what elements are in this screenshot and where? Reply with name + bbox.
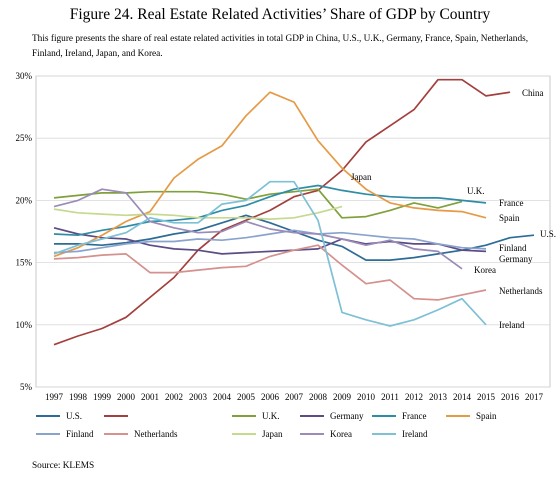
x-tick-label: 2007 [285,392,304,402]
legend-label-u-s: U.S. [66,411,82,421]
source-note: Source: KLEMS [32,461,95,471]
y-tick-label: 20% [16,195,33,205]
legend-label-finland: Finland [66,429,94,439]
x-tick-label: 2008 [309,392,328,402]
legend-label-france: France [402,411,427,421]
series-line-u-k [53,188,463,219]
y-tick-label: 5% [20,382,33,392]
legend-label-ireland: Ireland [402,429,428,439]
x-tick-label: 2015 [477,392,496,402]
legend-label-netherlands: Netherlands [134,429,178,439]
legend-label-spain: Spain [476,411,497,421]
x-tick-label: 2001 [141,392,159,402]
y-tick-label: 25% [16,133,33,143]
series-label-ireland: Ireland [499,320,525,330]
series-label-spain: Spain [499,213,520,223]
series-label-korea: Korea [474,265,496,275]
series-label-netherlands: Netherlands [499,286,543,296]
y-tick-label: 10% [16,320,33,330]
series-line-germany [53,226,487,255]
series-label-u-k: U.K. [467,186,485,196]
series-line-korea [53,188,463,270]
x-tick-label: 2002 [165,392,183,402]
x-tick-label: 2011 [381,392,399,402]
legend-label-korea: Korea [330,429,352,439]
x-tick-label: 2000 [117,392,136,402]
chart-subtitle: This figure presents the share of real e… [32,34,529,59]
x-tick-label: 2009 [333,392,352,402]
series-label-france: France [499,198,524,208]
x-tick-label: 2012 [405,392,423,402]
series-line-ireland [53,180,487,327]
x-tick-label: 2017 [525,392,544,402]
series-label-u-s: U.S. [540,229,556,239]
series-line-netherlands [53,244,487,301]
series-line-finland [53,229,487,254]
legend-label-japan: Japan [262,429,283,439]
x-tick-label: 2014 [453,392,472,402]
x-tick-label: 1999 [93,392,112,402]
series-label-finland: Finland [499,243,527,253]
x-tick-label: 2010 [357,392,376,402]
x-tick-label: 1997 [45,392,64,402]
y-tick-label: 30% [16,71,33,81]
x-tick-label: 2006 [261,392,280,402]
series-line-china [53,78,511,346]
chart-title: Figure 24. Real Estate Related Activitie… [69,6,491,23]
series-label-china: China [522,88,544,98]
series-line-japan [53,205,343,220]
x-tick-label: 2005 [237,392,256,402]
series-line-spain [53,91,487,258]
x-tick-label: 2003 [189,392,208,402]
x-tick-label: 2004 [213,392,232,402]
x-tick-label: 1998 [69,392,88,402]
legend-label-u-k: U.K. [262,411,280,421]
y-tick-label: 15% [16,258,33,268]
series-line-france [53,184,487,237]
legend-label-germany: Germany [330,411,364,421]
series-label-germany: Germany [499,254,533,264]
x-tick-label: 2013 [429,392,448,402]
series-label-japan: Japan [351,172,372,182]
x-tick-label: 2016 [501,392,520,402]
